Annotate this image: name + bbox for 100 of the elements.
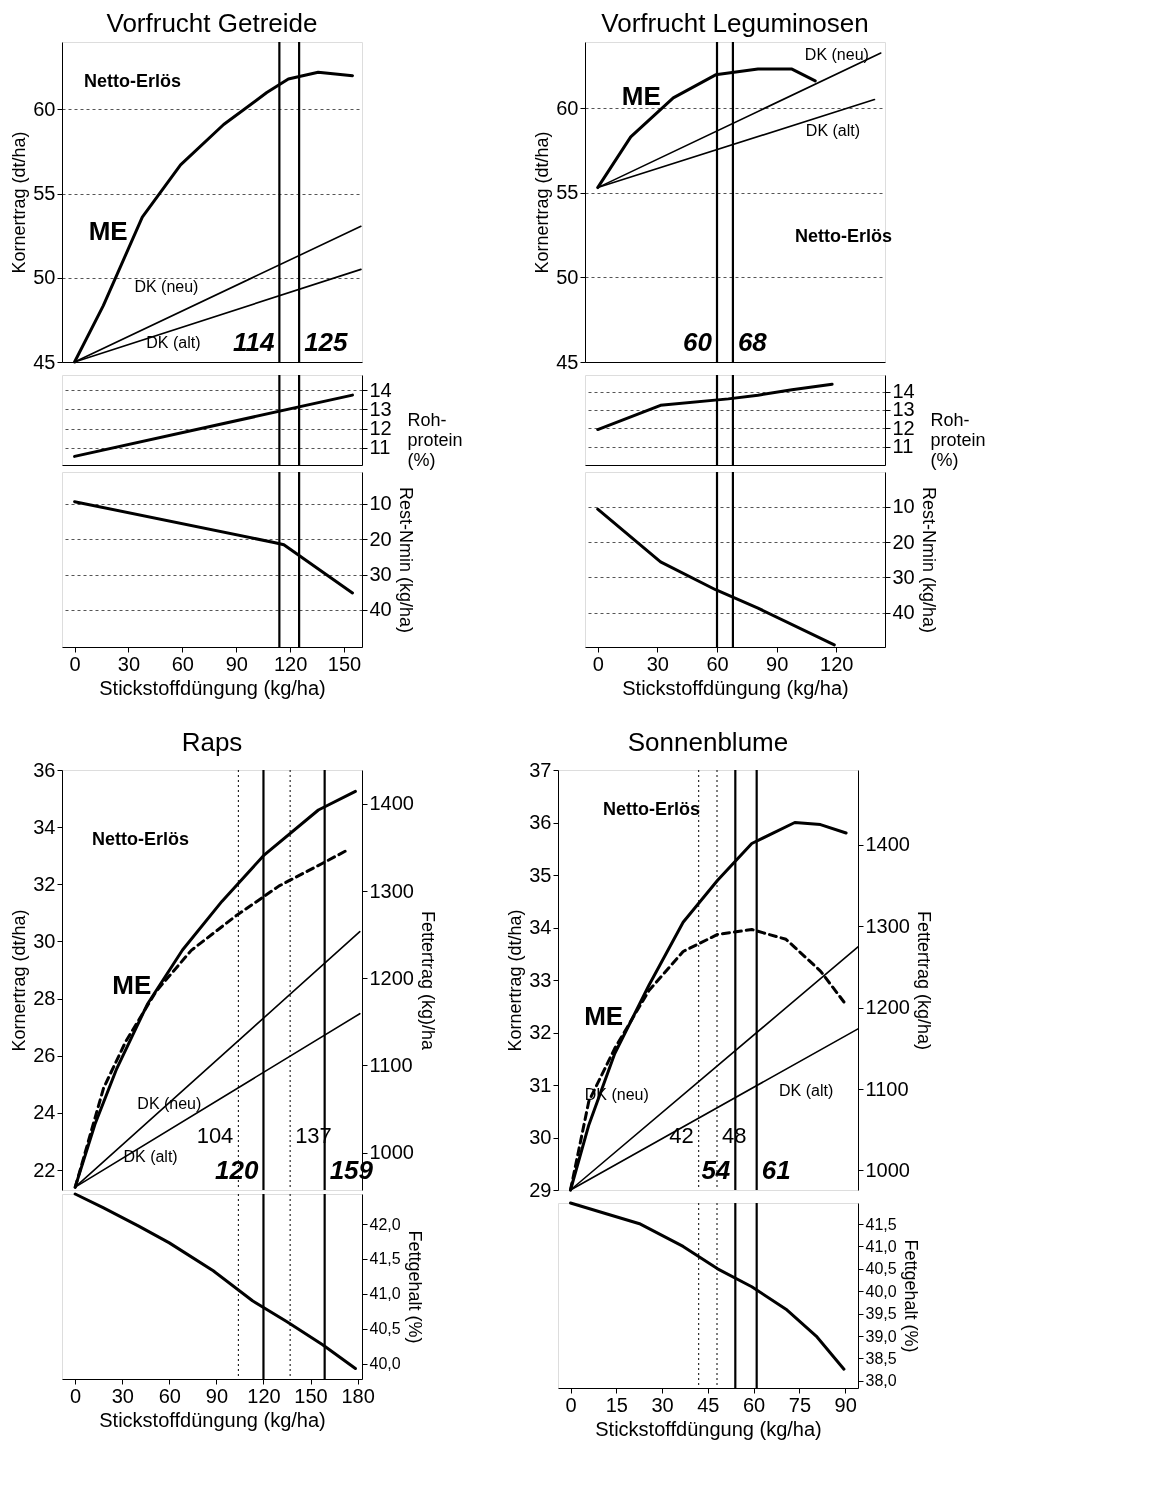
x-tick-label: 0 [565, 1393, 577, 1416]
series-label: DK (neu) [804, 46, 869, 64]
y2-axis-title: Fettertrag (kg/ha) [913, 910, 934, 1051]
y-tick-label: 10 [369, 492, 392, 515]
x-axis-title: Stickstoffdüngung (kg/ha) [595, 1417, 822, 1440]
y-tick-label: 41,0 [865, 1237, 897, 1255]
y-axis-title: Rest-Nmin (kg/ha) [395, 486, 416, 634]
series-label: DK (alt) [779, 1082, 834, 1100]
x-tick-label: 90 [766, 652, 789, 675]
annotation: Netto-Erlös [603, 799, 701, 819]
annotation: Netto-Erlös [795, 226, 893, 246]
y-tick-label: 38,0 [865, 1372, 897, 1390]
y2-tick-label: 1400 [865, 833, 910, 856]
series-label: ME [112, 969, 152, 1000]
x-tick-label: 180 [341, 1384, 375, 1407]
y-tick-label: 32 [529, 1021, 552, 1043]
y-tick-label: 32 [33, 872, 56, 895]
y-tick-label: 40 [892, 601, 915, 624]
y-tick-label: 24 [33, 1101, 56, 1124]
chart-title: Vorfrucht Leguminosen [601, 7, 869, 38]
series-label: ME [621, 81, 661, 112]
y-tick-label: 60 [556, 96, 579, 119]
y-tick-label: 30 [892, 565, 915, 588]
y-tick-label: 40,5 [369, 1320, 401, 1338]
x-tick-label: 150 [327, 652, 362, 675]
ref-line-label: 68 [737, 327, 768, 357]
x-axis-title: Stickstoffdüngung (kg/ha) [99, 676, 326, 699]
y-tick-label: 30 [529, 1126, 552, 1148]
y-tick-label: 40,5 [865, 1260, 897, 1278]
y-tick-label: 40 [369, 598, 392, 621]
x-tick-label: 0 [69, 652, 81, 675]
y-tick-label: 50 [33, 266, 56, 289]
y2-tick-label: 1400 [369, 792, 414, 815]
ref-line-label: 120 [215, 1155, 259, 1185]
y-axis-title: Kornertrag (dt/ha) [9, 131, 30, 274]
y-tick-label: 40,0 [369, 1355, 401, 1373]
x-tick-label: 0 [592, 652, 604, 675]
x-tick-label: 60 [171, 652, 194, 675]
y-tick-label: 30 [369, 563, 392, 586]
ref-line-label: 104 [196, 1123, 234, 1148]
x-tick-label: 30 [111, 1384, 134, 1407]
x-tick-label: 150 [294, 1384, 328, 1407]
series-label: DK (alt) [123, 1148, 178, 1166]
y-tick-label: 33 [529, 968, 552, 991]
y-tick-label: 60 [33, 97, 56, 120]
y-axis-title: Kornertrag (dt/ha) [9, 909, 30, 1052]
ref-line-label: 114 [232, 327, 275, 357]
y-tick-label: 36 [529, 811, 552, 833]
annotation: Netto-Erlös [84, 71, 182, 91]
y-tick-label: 34 [529, 916, 552, 938]
y-tick-label: 40,0 [865, 1282, 897, 1300]
x-tick-label: 120 [273, 652, 308, 675]
y-tick-label: 55 [33, 182, 56, 205]
series-label: ME [88, 216, 128, 247]
x-tick-label: 30 [117, 652, 141, 675]
x-tick-label: 45 [697, 1393, 720, 1416]
y-tick-label: 20 [369, 527, 392, 550]
y-tick-label: 36 [33, 758, 56, 781]
y2-tick-label: 1200 [865, 996, 910, 1019]
ref-line-label: 42 [669, 1123, 694, 1148]
ref-line-label: 61 [761, 1155, 791, 1185]
x-tick-label: 120 [247, 1384, 281, 1407]
x-tick-label: 90 [834, 1393, 857, 1416]
x-axis-title: Stickstoffdüngung (kg/ha) [99, 1408, 326, 1431]
y-tick-label: 41,5 [369, 1250, 401, 1268]
y2-tick-label: 1300 [369, 879, 414, 902]
y2-tick-label: 1300 [865, 914, 910, 937]
y-tick-label: 22 [33, 1158, 56, 1181]
y2-tick-label: 1100 [865, 1077, 909, 1100]
y2-tick-label: 1100 [369, 1053, 413, 1076]
y-tick-label: 42,0 [369, 1215, 401, 1233]
y-tick-label: 41,0 [369, 1285, 401, 1303]
y2-axis-title: Fettertrag (kg)/ha [417, 910, 438, 1052]
ref-line-label: 60 [683, 327, 713, 357]
y-axis-title: Roh- protein (%) [930, 409, 986, 470]
y-axis-title: Rest-Nmin (kg/ha) [918, 486, 939, 634]
y2-tick-label: 1000 [865, 1158, 910, 1181]
series-label: DK (alt) [146, 333, 201, 351]
y-axis-title: Fettgehalt (%) [404, 1230, 425, 1344]
x-tick-label: 30 [651, 1393, 674, 1416]
ref-line-label: 54 [701, 1155, 731, 1185]
series-label: DK (neu) [137, 1095, 202, 1113]
y-tick-label: 38,5 [865, 1349, 897, 1367]
x-axis-title: Stickstoffdüngung (kg/ha) [622, 676, 849, 699]
chart-title: Raps [181, 727, 243, 757]
y-tick-label: 50 [556, 265, 579, 288]
y-tick-label: 41,5 [865, 1215, 897, 1233]
x-tick-label: 15 [605, 1393, 628, 1416]
y-tick-label: 45 [556, 350, 579, 373]
y-tick-label: 10 [892, 495, 915, 518]
y-tick-label: 28 [33, 987, 56, 1010]
y-tick-label: 30 [33, 929, 56, 952]
chart-title: Sonnenblume [627, 727, 789, 757]
y-tick-label: 29 [529, 1178, 552, 1201]
y-tick-label: 31 [529, 1073, 552, 1096]
y-tick-label: 37 [529, 758, 552, 781]
x-tick-label: 75 [788, 1393, 812, 1416]
y-tick-label: 34 [33, 815, 56, 838]
y-tick-label: 39,0 [865, 1327, 897, 1345]
y-axis-title: Kornertrag (dt/ha) [532, 131, 553, 274]
